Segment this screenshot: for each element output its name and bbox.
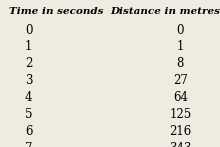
Text: 6: 6	[25, 125, 32, 138]
Text: 5: 5	[25, 108, 32, 121]
Text: 0: 0	[177, 24, 184, 36]
Text: 125: 125	[169, 108, 192, 121]
Text: 1: 1	[177, 40, 184, 53]
Text: 7: 7	[25, 142, 32, 147]
Text: 0: 0	[25, 24, 32, 36]
Text: 4: 4	[25, 91, 32, 104]
Text: 27: 27	[173, 74, 188, 87]
Text: 8: 8	[177, 57, 184, 70]
Text: 3: 3	[25, 74, 32, 87]
Text: 1: 1	[25, 40, 32, 53]
Text: Time in seconds: Time in seconds	[9, 7, 103, 16]
Text: 2: 2	[25, 57, 32, 70]
Text: 64: 64	[173, 91, 188, 104]
Text: Distance in metres: Distance in metres	[110, 7, 220, 16]
Text: 216: 216	[169, 125, 192, 138]
Text: 343: 343	[169, 142, 192, 147]
